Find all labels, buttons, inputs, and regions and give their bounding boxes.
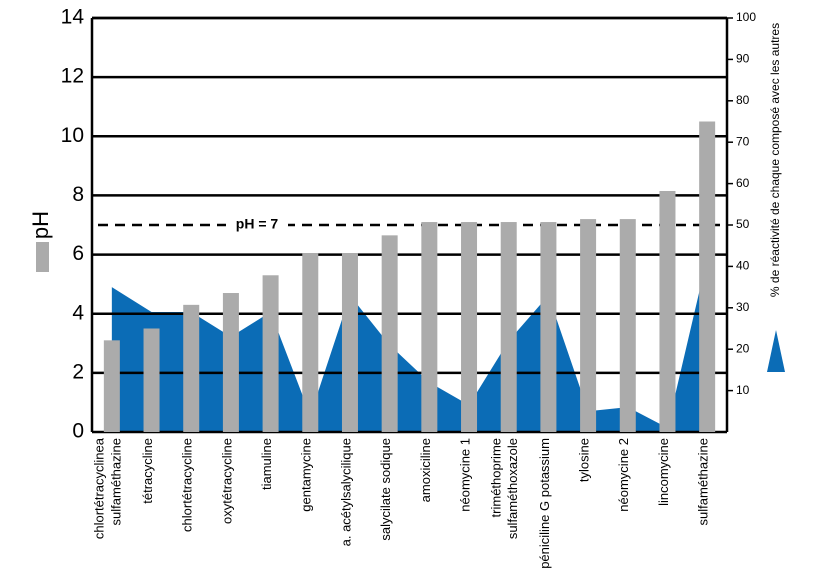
area bbox=[111, 258, 708, 432]
y2-tick-label: 100 bbox=[736, 10, 756, 24]
bar bbox=[103, 340, 120, 432]
y-tick-label: 4 bbox=[72, 301, 84, 324]
x-tick-label: a. acétylsalycilique bbox=[338, 438, 353, 546]
bar bbox=[659, 190, 676, 432]
y-tick-label: 6 bbox=[72, 242, 84, 265]
y-tick-label: 14 bbox=[61, 6, 85, 29]
bar bbox=[262, 275, 279, 432]
x-tick-label: néomycine 1 bbox=[457, 438, 472, 512]
y2-tick-label: 30 bbox=[736, 300, 750, 314]
y-tick-label: 0 bbox=[72, 420, 84, 443]
x-tick-label: lincomycine bbox=[656, 438, 671, 506]
x-tick-label: triméthoprime sulfaméthoxazole bbox=[489, 438, 521, 539]
y2-tick-label: 50 bbox=[736, 217, 750, 231]
y2-tick-label: 90 bbox=[736, 52, 750, 66]
legend-swatch bbox=[36, 242, 49, 272]
x-tick-label: tiamuline bbox=[259, 438, 274, 490]
x-tick-label: tétracycline bbox=[140, 438, 155, 504]
x-tick-label: néomycine 2 bbox=[616, 438, 631, 512]
bar bbox=[699, 121, 716, 432]
x-tick-label: sulfaméthazine bbox=[696, 438, 711, 525]
bar bbox=[341, 253, 358, 432]
bar bbox=[580, 219, 597, 432]
y-axis-label: pH bbox=[28, 211, 53, 239]
x-tick-label: salycilate sodique bbox=[378, 438, 393, 541]
bar bbox=[222, 293, 239, 432]
annotation: pH = 7 bbox=[236, 216, 279, 232]
y-tick-label: 12 bbox=[61, 65, 84, 88]
bar bbox=[381, 235, 398, 432]
bar bbox=[540, 222, 557, 432]
x-tick-label: gentamycine bbox=[299, 438, 314, 512]
bar bbox=[302, 253, 319, 432]
legend-swatch bbox=[767, 330, 785, 372]
y2-tick-label: 10 bbox=[736, 383, 750, 397]
y2-tick-label: 70 bbox=[736, 134, 750, 148]
y2-tick-label: 60 bbox=[736, 176, 750, 190]
x-tick-label: péniciline G potassium bbox=[537, 438, 552, 569]
y-tick-label: 2 bbox=[72, 360, 84, 383]
y-tick-label: 8 bbox=[72, 183, 84, 206]
x-tick-label: amoxiciline bbox=[418, 438, 433, 502]
label-bg bbox=[226, 216, 288, 234]
x-tick-label: chlortétracycline bbox=[180, 438, 195, 532]
y-tick-label: 10 bbox=[61, 124, 84, 147]
y2-tick-label: 20 bbox=[736, 341, 750, 355]
x-tick-label: tylosine bbox=[577, 438, 592, 482]
y2-axis-label: % de réactivité de chaque composé avec l… bbox=[768, 23, 782, 297]
bar bbox=[183, 304, 200, 432]
bar bbox=[461, 222, 478, 432]
x-tick-label: oxytétracycline bbox=[219, 438, 234, 524]
bar bbox=[619, 219, 636, 432]
x-tick-label: chlortétracyclinea sulfaméthazine bbox=[92, 437, 124, 539]
y2-tick-label: 80 bbox=[736, 93, 750, 107]
y2-tick-label: 40 bbox=[736, 259, 750, 273]
bar bbox=[143, 328, 160, 432]
bar bbox=[421, 222, 438, 432]
bar bbox=[500, 222, 517, 432]
